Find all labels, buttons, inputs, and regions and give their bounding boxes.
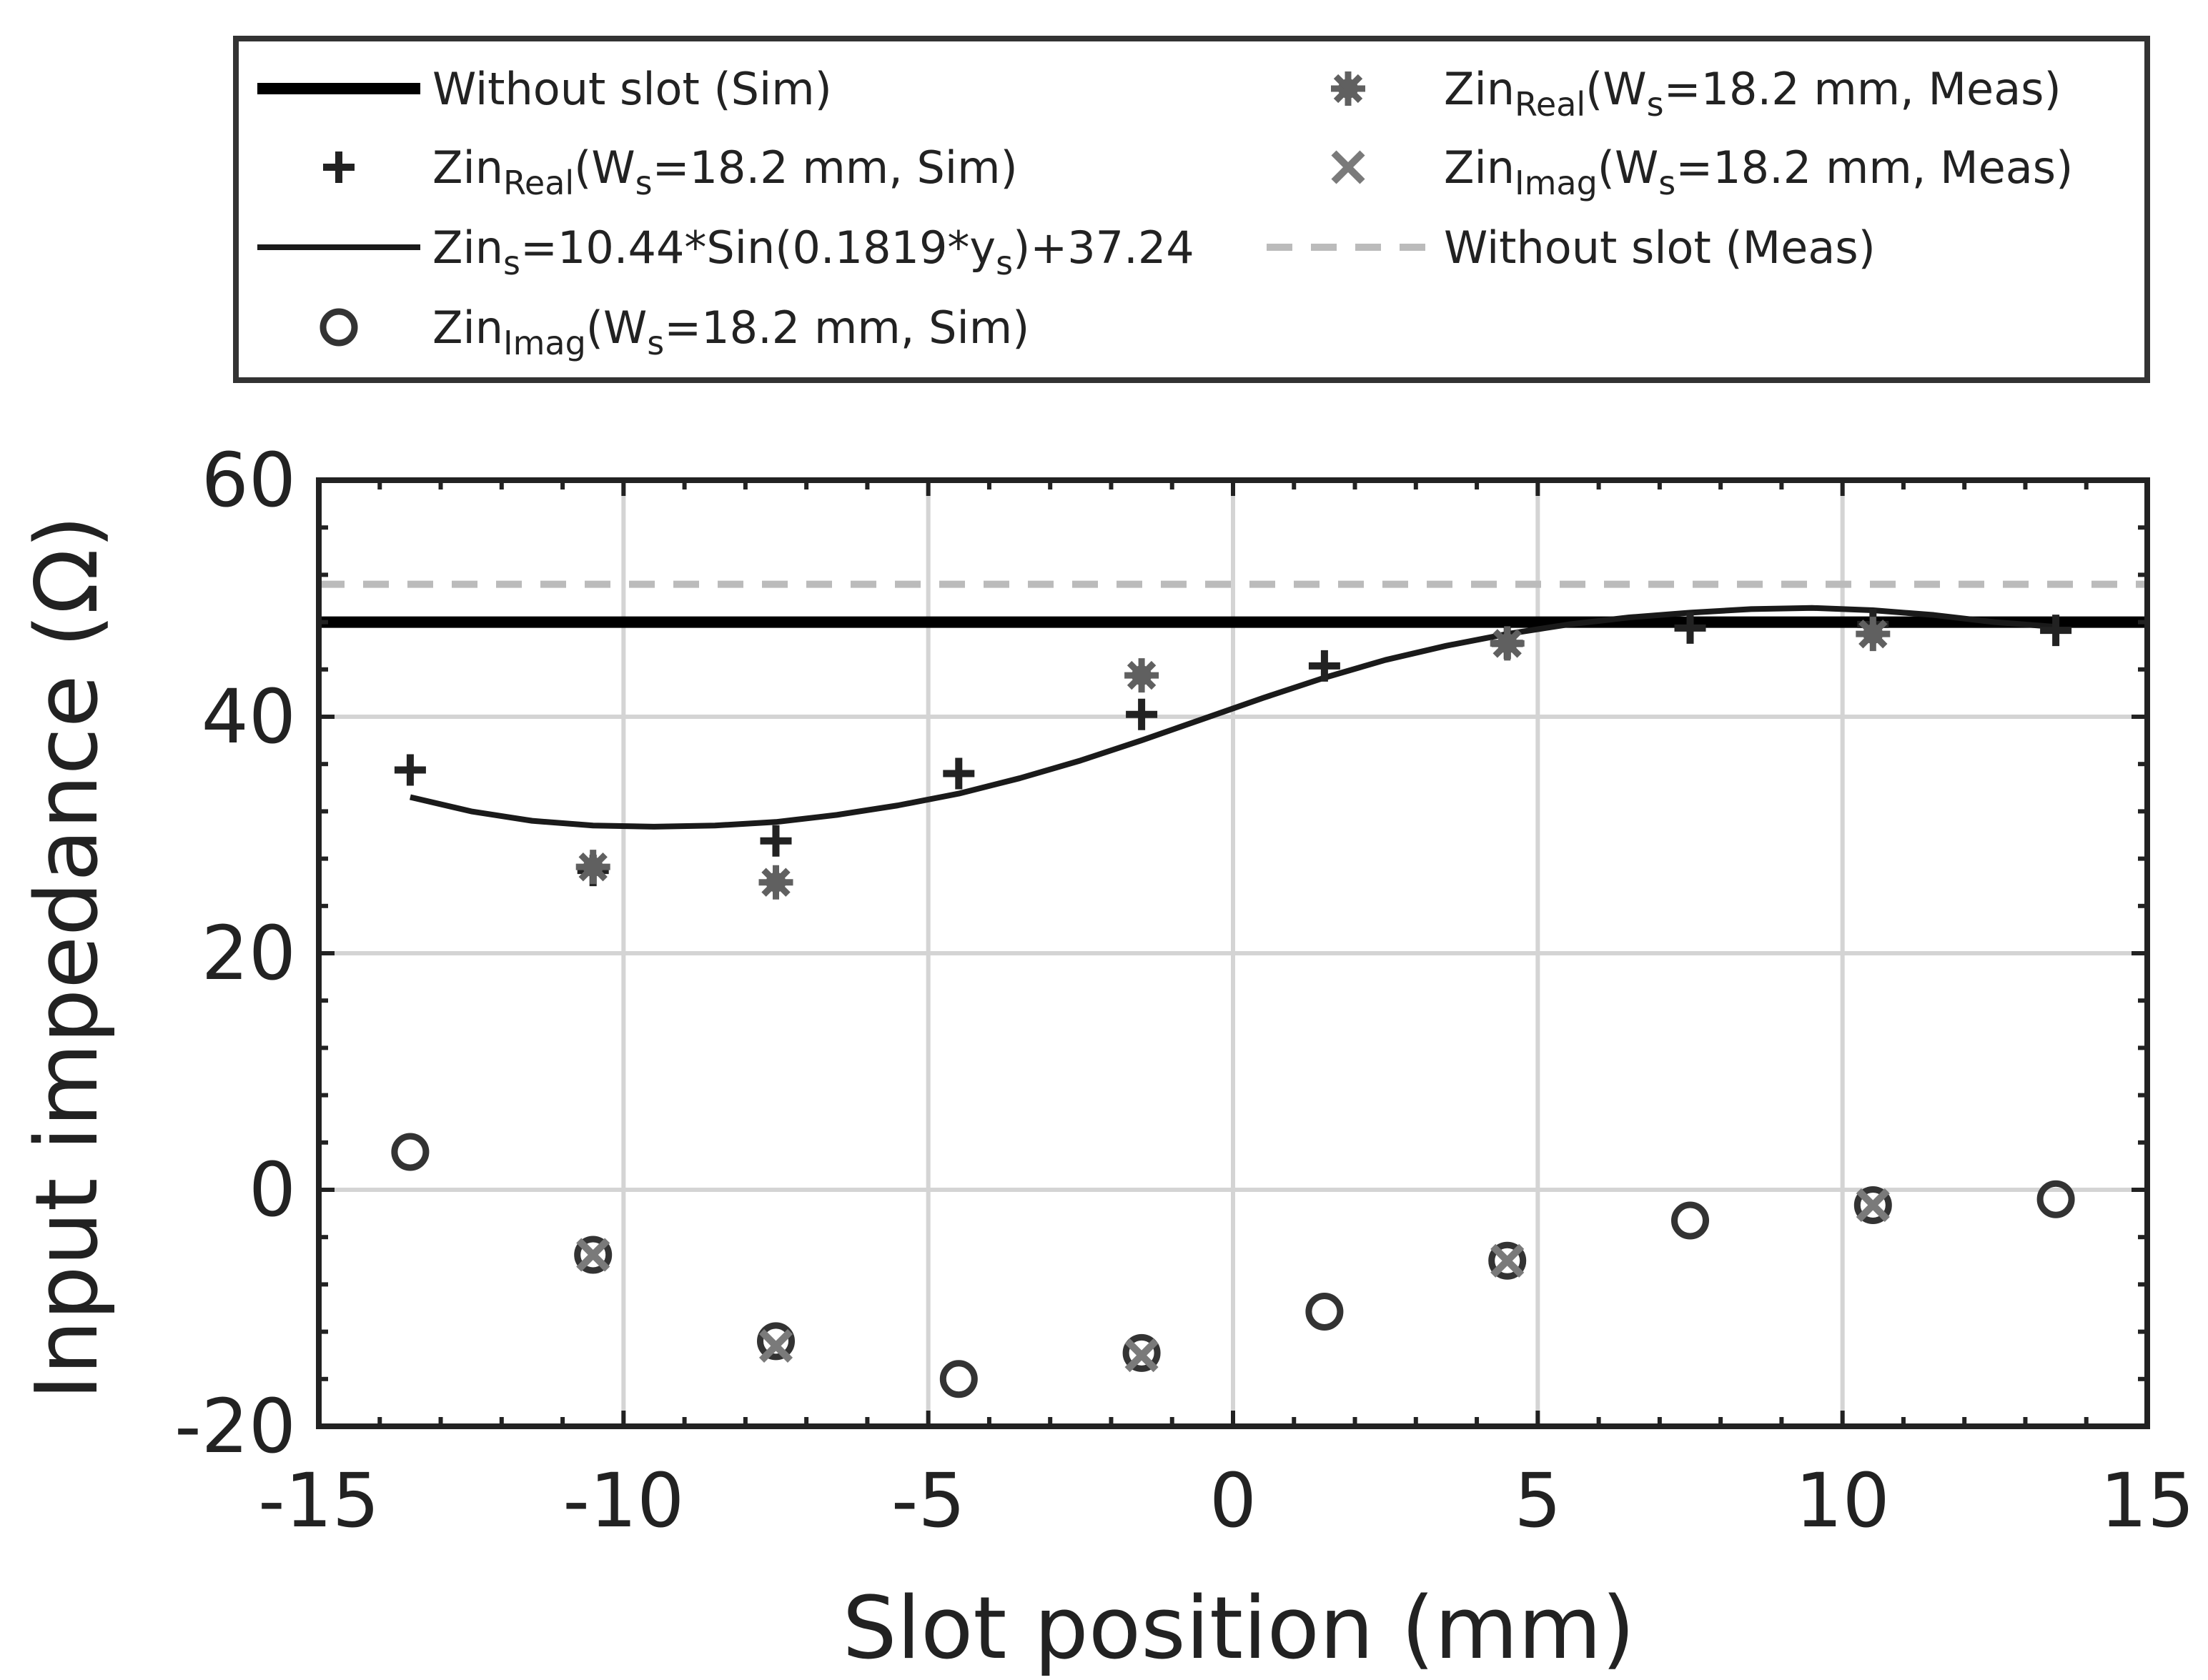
data-point-x [576, 1238, 610, 1272]
legend-box [233, 36, 2150, 383]
x-tick-label: -10 [563, 1457, 684, 1544]
data-point-circle [1488, 1241, 1527, 1280]
legend-marker-plus [323, 151, 355, 183]
data-point-circle [391, 1133, 430, 1171]
data-point-plus [1674, 612, 1706, 644]
data-point-circle [1122, 1333, 1161, 1372]
x-tick-label: 5 [1514, 1457, 1561, 1544]
legend-entry: Without slot (Meas) [1267, 222, 1876, 274]
sine-fit-curve [409, 605, 2056, 830]
data-point-star [1124, 658, 1159, 693]
y-tick-label: -20 [174, 1383, 296, 1470]
x-tick-label: 0 [1209, 1457, 1257, 1544]
legend-entry: ZinReal(Ws=18.2 mm, Sim) [323, 141, 1018, 202]
legend-marker-star [1331, 71, 1365, 106]
legend-label: Without slot (Sim) [432, 63, 832, 115]
legend: Without slot (Sim) ZinReal(Ws=18.2 mm, Si… [233, 36, 2150, 383]
x-axis-title: Slot position (mm) [842, 1579, 1635, 1679]
data-point-circle [2036, 1180, 2075, 1218]
x-tick-label: 15 [2100, 1457, 2194, 1544]
data-markers [391, 608, 2075, 1398]
y-tick-label: 40 [202, 673, 296, 760]
data-point-circle [1305, 1292, 1344, 1331]
y-tick-label: 0 [249, 1146, 296, 1233]
legend-label: ZinImag(Ws=18.2 mm, Meas) [1444, 141, 2073, 202]
data-point-plus [394, 754, 426, 786]
legend-label: Zins=10.44*Sin(0.1819*ys)+37.24 [432, 222, 1194, 282]
data-point-x [1124, 1338, 1159, 1373]
legend-label: ZinReal(Ws=18.2 mm, Sim) [432, 141, 1018, 202]
data-point-circle [757, 1322, 795, 1361]
data-point-star [1490, 626, 1525, 661]
legend-entry: Zins=10.44*Sin(0.1819*ys)+37.24 [257, 222, 1194, 282]
data-point-plus [1126, 698, 1158, 730]
data-point-circle [1853, 1186, 1892, 1225]
data-point-circle [1671, 1201, 1709, 1240]
x-tick-label: -15 [258, 1457, 380, 1544]
tick-labels: -15 -10 -5 0 5 10 15 -20 0 20 40 60 [174, 437, 2194, 1544]
legend-entry: Without slot (Sim) [257, 63, 832, 115]
data-point-plus [943, 757, 975, 790]
axes [316, 477, 2150, 1429]
legend-label: ZinImag(Ws=18.2 mm, Sim) [432, 302, 1029, 362]
y-axis-title: Input impedance (Ω) [18, 515, 117, 1400]
data-point-plus [1308, 650, 1340, 682]
legend-label: Without slot (Meas) [1444, 222, 1876, 274]
fit-curve-layer [409, 605, 2056, 830]
x-tick-label: -5 [891, 1457, 966, 1544]
data-point-plus [760, 825, 792, 857]
x-tick-label: 10 [1795, 1457, 1889, 1544]
legend-label: ZinReal(Ws=18.2 mm, Meas) [1444, 63, 2061, 124]
legend-entry: ZinImag(Ws=18.2 mm, Sim) [320, 302, 1029, 362]
data-point-star [575, 850, 610, 885]
y-tick-label: 20 [202, 910, 296, 997]
data-point-plus [2040, 615, 2072, 647]
legend-entry: ZinReal(Ws=18.2 mm, Meas) [1331, 63, 2061, 124]
legend-marker-circle [320, 308, 358, 347]
reference-lines [319, 580, 2147, 628]
y-tick-label: 60 [202, 437, 296, 524]
legend-entry: ZinImag(Ws=18.2 mm, Meas) [1331, 141, 2073, 202]
legend-marker-x [1331, 150, 1365, 184]
data-point-x [758, 1328, 793, 1363]
data-point-circle [939, 1360, 978, 1398]
data-point-x [1856, 1188, 1890, 1223]
data-point-star [758, 865, 793, 900]
data-point-star [1856, 617, 1891, 652]
data-point-circle [574, 1236, 613, 1274]
data-point-x [1490, 1243, 1525, 1278]
